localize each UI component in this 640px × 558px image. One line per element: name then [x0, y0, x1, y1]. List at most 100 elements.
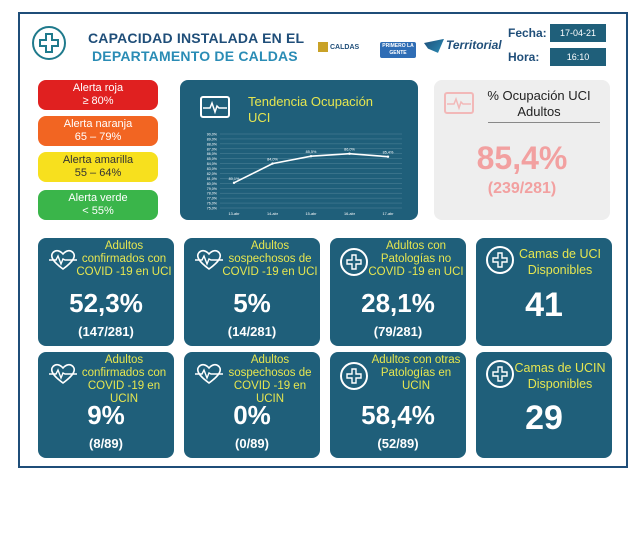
- card-title: Adultos con otras Patologías en UCIN: [371, 354, 461, 392]
- x-tick-label: 14-abr: [267, 212, 279, 216]
- y-tick-label: 87,0%: [207, 147, 218, 151]
- alert-badge: Alerta roja ≥ 80%: [38, 80, 158, 110]
- stat-card: Camas de UCI Disponibles 41: [476, 238, 612, 346]
- card-title: Adultos sospechosos de COVID -19 en UCI: [222, 240, 318, 278]
- card-value: 0%: [233, 400, 271, 430]
- alert-label: Alerta amarilla: [62, 154, 134, 166]
- y-tick-label: 84,0%: [207, 162, 218, 166]
- territorial-swoosh-icon: [424, 38, 444, 53]
- stat-card: Camas de UCIN Disponibles 29: [476, 352, 612, 458]
- card-title: Adultos con Patologías no COVID -19 en U…: [368, 240, 464, 278]
- y-tick-label: 78,0%: [207, 192, 218, 196]
- monitor-icon: [200, 96, 230, 118]
- y-tick-label: 77,0%: [207, 197, 218, 201]
- x-tick-label: 15-abr: [306, 212, 318, 216]
- heart-pulse-icon: [48, 248, 77, 276]
- card-value: 29: [525, 399, 563, 437]
- card-ratio: (147/281): [78, 324, 134, 339]
- y-tick-label: 75,0%: [207, 207, 218, 211]
- card-value: 28,1%: [361, 288, 435, 318]
- y-tick-label: 86,0%: [207, 152, 218, 156]
- x-tick-label: 17-abr: [383, 212, 395, 216]
- occupancy-panel: % Ocupación UCI Adultos 85,4% (239/281): [434, 80, 610, 220]
- card-value: 5%: [233, 288, 271, 318]
- trend-title: Tendencia Ocupación UCI: [248, 94, 374, 125]
- card-ratio: (14/281): [227, 324, 277, 339]
- card-ratio: (79/281): [373, 324, 423, 339]
- alert-label: Alerta roja: [72, 82, 124, 94]
- alert-range: 55 – 64%: [74, 167, 122, 179]
- medical-cross-logo-icon: [32, 26, 66, 60]
- y-tick-label: 85,0%: [207, 157, 218, 161]
- y-tick-label: 88,0%: [207, 142, 218, 146]
- caldas-logo: CALDAS: [318, 42, 359, 52]
- heart-pulse-icon: [48, 362, 77, 390]
- card-value: 41: [525, 286, 563, 324]
- stat-card: Adultos sospechosos de COVID -19 en UCIN…: [184, 352, 320, 458]
- stat-card: Adultos confirmados con COVID -19 en UCI…: [38, 238, 174, 346]
- fecha-label: Fecha:: [508, 26, 547, 40]
- hora-label: Hora:: [508, 50, 540, 64]
- y-tick-label: 76,0%: [207, 202, 218, 206]
- alert-range: < 55%: [82, 205, 114, 217]
- x-tick-label: 16-abr: [344, 212, 356, 216]
- alert-badge: Alerta naranja 65 – 79%: [38, 116, 158, 146]
- heart-pulse-icon: [194, 362, 223, 390]
- data-label: 85,4%: [383, 151, 394, 155]
- card-value: 9%: [87, 400, 125, 430]
- data-point: [348, 152, 351, 155]
- primero-la-gente-logo: PRIMERO LA GENTE: [380, 42, 416, 58]
- cross-circle-icon: [486, 360, 514, 388]
- alert-badge: Alerta verde < 55%: [38, 190, 158, 220]
- stat-card: Adultos sospechosos de COVID -19 en UCI 5…: [184, 238, 320, 346]
- fecha-value: 17-04-21: [550, 24, 606, 42]
- data-label: 86,0%: [344, 148, 355, 152]
- stat-card: Adultos con Patologías no COVID -19 en U…: [330, 238, 466, 346]
- territorial-logo: Territorial: [424, 38, 502, 53]
- y-tick-label: 82,0%: [207, 172, 218, 176]
- alert-label: Alerta verde: [68, 192, 128, 204]
- data-point: [232, 181, 236, 185]
- data-label: 85,5%: [306, 150, 317, 154]
- card-value: 58,4%: [361, 400, 435, 430]
- data-point: [271, 162, 274, 165]
- alert-range: ≥ 80%: [82, 95, 114, 107]
- card-title: Adultos confirmados con COVID -19 en UCI: [76, 240, 172, 278]
- y-tick-label: 80,0%: [207, 182, 218, 186]
- card-ratio: (8/89): [89, 436, 123, 451]
- data-label: 84,0%: [267, 158, 278, 162]
- data-point: [386, 155, 390, 158]
- monitor-icon: [444, 92, 474, 114]
- card-ratio: (52/89): [377, 436, 419, 451]
- y-tick-label: 81,0%: [207, 177, 218, 181]
- alert-badge: Alerta amarilla 55 – 64%: [38, 152, 158, 182]
- card-title: Camas de UCI Disponibles: [519, 247, 601, 277]
- stat-card: Adultos con otras Patologías en UCIN 58,4…: [330, 352, 466, 458]
- cross-circle-icon: [340, 248, 368, 276]
- y-tick-label: 79,0%: [207, 187, 218, 191]
- stat-card: Adultos confirmados con COVID -19 en UCI…: [38, 352, 174, 458]
- card-value: 52,3%: [69, 288, 143, 318]
- cross-circle-icon: [486, 246, 514, 274]
- page-title-line2: DEPARTAMENTO DE CALDAS: [92, 48, 298, 64]
- card-title: Adultos sospechosos de COVID -19 en UCIN: [228, 354, 312, 405]
- alert-range: 65 – 79%: [74, 131, 122, 143]
- occupancy-title: % Ocupación UCI Adultos: [487, 88, 591, 119]
- cross-circle-icon: [340, 362, 368, 390]
- card-title: Adultos confirmados con COVID -19 en UCI…: [81, 354, 167, 405]
- alert-label: Alerta naranja: [63, 118, 133, 130]
- card-title: Camas de UCIN Disponibles: [514, 361, 606, 391]
- heart-pulse-icon: [194, 248, 223, 276]
- occupancy-percent: 85,4%: [476, 140, 568, 176]
- hora-value: 16:10: [550, 48, 606, 66]
- x-tick-label: 13-abr: [229, 212, 241, 216]
- y-tick-label: 89,0%: [207, 137, 218, 141]
- occupancy-divider: [488, 122, 600, 123]
- occupancy-ratio: (239/281): [487, 180, 557, 197]
- y-tick-label: 83,0%: [207, 167, 218, 171]
- y-tick-label: 90,0%: [207, 133, 218, 137]
- page-title-line1: CAPACIDAD INSTALADA EN EL: [88, 30, 305, 46]
- data-point: [309, 155, 313, 158]
- dashboard-frame: CAPACIDAD INSTALADA EN EL DEPARTAMENTO D…: [18, 12, 628, 468]
- trend-panel: Tendencia Ocupación UCI 90,0% 89,0% 88,0% 8…: [180, 80, 418, 220]
